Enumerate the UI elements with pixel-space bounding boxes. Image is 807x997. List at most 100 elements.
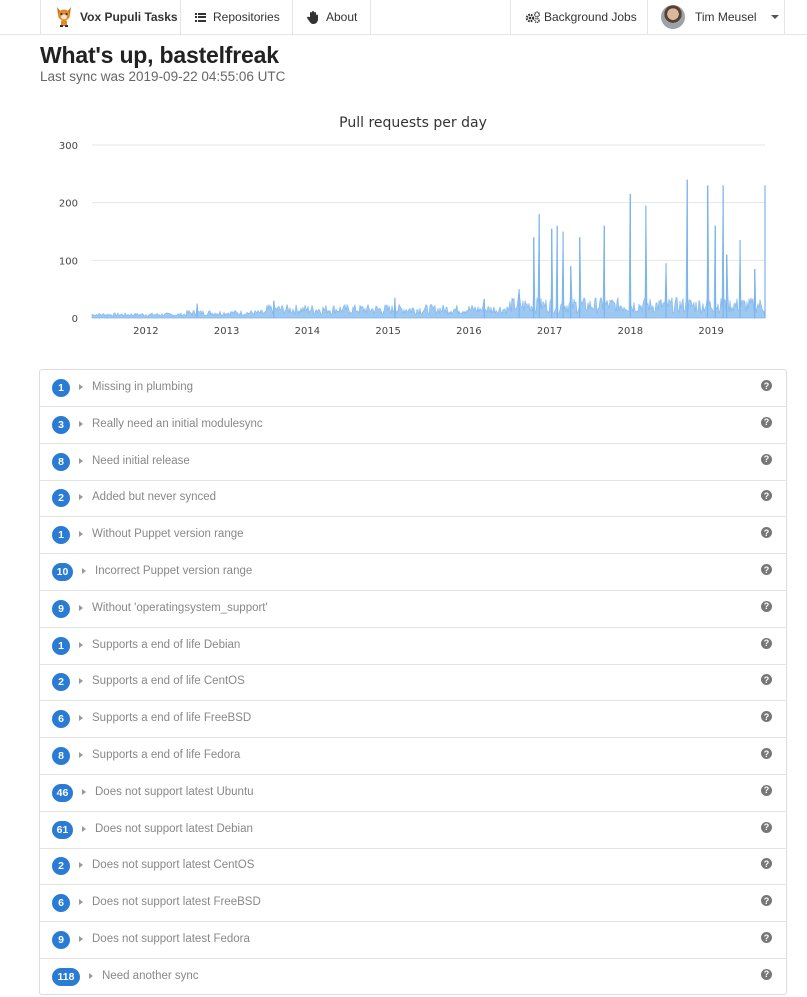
check-row[interactable]: 9 Without 'operatingsystem_support'?	[40, 591, 786, 628]
check-row[interactable]: 10 Incorrect Puppet version range?	[40, 554, 786, 591]
avatar	[661, 5, 685, 29]
x-tick-label: 2019	[698, 326, 723, 337]
area-series	[91, 179, 766, 319]
help-icon[interactable]: ?	[761, 527, 772, 539]
check-label: Missing in plumbing	[92, 381, 193, 393]
check-row[interactable]: 46 Does not support latest Ubuntu?	[40, 775, 786, 812]
check-row[interactable]: 1 Supports a end of life Debian?	[40, 628, 786, 665]
check-label: Need initial release	[92, 454, 190, 467]
count-badge: 8	[52, 452, 70, 471]
check-label: Does not support latest FreeBSD	[92, 896, 261, 909]
check-row[interactable]: 2 Does not support latest CentOS?	[40, 848, 786, 886]
count-badge: 10	[52, 563, 73, 581]
help-icon[interactable]: ?	[761, 968, 772, 980]
nav-background-jobs[interactable]: Background Jobs	[510, 0, 648, 34]
check-label: Supports a end of life FreeBSD	[92, 712, 252, 725]
check-row[interactable]: 3 Really need an initial modulesync?	[40, 407, 786, 444]
caret-right-icon	[79, 936, 83, 942]
fox-logo-icon	[57, 7, 71, 27]
y-tick-label: 100	[59, 256, 78, 267]
brand-link[interactable]: Vox Pupuli Tasks	[40, 0, 181, 34]
help-icon[interactable]: ?	[761, 490, 772, 502]
count-badge: 46	[52, 783, 73, 802]
help-icon[interactable]: ?	[761, 821, 772, 833]
count-badge: 8	[52, 747, 70, 765]
chevron-down-icon	[770, 15, 779, 19]
caret-right-icon	[79, 678, 83, 685]
caret-right-icon	[79, 457, 83, 464]
count-badge: 1	[52, 379, 70, 397]
y-tick-label: 0	[72, 314, 78, 325]
help-icon[interactable]: ?	[761, 564, 772, 575]
help-icon[interactable]: ?	[761, 711, 772, 723]
check-row[interactable]: 6 Supports a end of life FreeBSD?	[40, 701, 786, 739]
caret-right-icon	[79, 604, 83, 611]
help-icon[interactable]: ?	[761, 637, 772, 649]
last-sync-text: Last sync was 2019-09-22 04:55:06 UTC	[40, 69, 286, 84]
check-label: Added but never synced	[92, 491, 217, 504]
caret-right-icon	[79, 899, 83, 906]
count-badge: 6	[52, 710, 70, 729]
caret-right-icon	[82, 568, 86, 574]
check-row[interactable]: 8 Need initial release?	[40, 444, 786, 481]
x-tick-label: 2015	[375, 326, 400, 337]
check-row[interactable]: 1 Without Puppet version range?	[40, 517, 786, 555]
check-label: Without 'operatingsystem_support'	[92, 601, 268, 614]
caret-right-icon	[79, 494, 83, 501]
hand-icon	[307, 10, 318, 24]
count-badge: 118	[52, 967, 80, 986]
count-badge: 2	[52, 673, 70, 692]
help-icon[interactable]: ?	[761, 858, 772, 870]
count-badge: 3	[52, 415, 70, 434]
gears-icon	[525, 11, 541, 23]
check-row[interactable]: 2 Added but never synced?	[40, 480, 786, 518]
check-row[interactable]: 8 Supports a end of life Fedora?	[40, 738, 786, 775]
check-row[interactable]: 118 Need another sync?	[40, 959, 786, 996]
count-badge: 1	[52, 526, 70, 545]
help-icon[interactable]: ?	[761, 453, 772, 465]
check-label: Does not support latest Fedora	[92, 933, 250, 945]
help-icon[interactable]: ?	[761, 674, 772, 686]
nav-repositories[interactable]: Repositories	[181, 0, 293, 34]
caret-right-icon	[79, 862, 83, 869]
help-icon[interactable]: ?	[761, 748, 772, 759]
check-label: Does not support latest Ubuntu	[95, 785, 254, 798]
check-label: Supports a end of life CentOS	[92, 675, 245, 688]
help-icon[interactable]: ?	[761, 895, 772, 907]
navbar: Vox Pupuli Tasks Repositories About Back…	[0, 0, 807, 35]
help-icon[interactable]: ?	[761, 784, 772, 796]
x-tick-label: 2018	[618, 326, 643, 337]
caret-right-icon	[79, 715, 83, 722]
check-label: Does not support latest Debian	[95, 822, 253, 835]
y-tick-label: 300	[59, 141, 78, 152]
caret-right-icon	[79, 384, 83, 390]
check-row[interactable]: 1 Missing in plumbing?	[40, 370, 786, 407]
caret-right-icon	[82, 825, 86, 832]
page-title: What's up, bastelfreak	[40, 42, 279, 68]
help-icon[interactable]: ?	[761, 932, 772, 943]
check-row[interactable]: 9 Does not support latest Fedora?	[40, 922, 786, 959]
nav-about[interactable]: About	[293, 0, 371, 34]
count-badge: 1	[52, 636, 70, 655]
count-badge: 9	[52, 599, 70, 618]
x-tick-label: 2016	[456, 326, 481, 337]
check-row[interactable]: 6 Does not support latest FreeBSD?	[40, 885, 786, 923]
count-badge: 9	[52, 931, 70, 949]
help-icon[interactable]: ?	[761, 380, 772, 391]
count-badge: 2	[52, 857, 70, 876]
x-tick-label: 2017	[537, 326, 562, 337]
check-label: Really need an initial modulesync	[92, 417, 263, 430]
list-icon	[195, 12, 206, 22]
caret-right-icon	[79, 531, 83, 538]
help-icon[interactable]: ?	[761, 416, 772, 428]
user-menu[interactable]: Tim Meusel	[648, 0, 785, 34]
check-label: Incorrect Puppet version range	[95, 565, 253, 577]
chart-title: Pull requests per day	[339, 115, 487, 131]
check-row[interactable]: 61 Does not support latest Debian?	[40, 812, 786, 849]
help-icon[interactable]: ?	[761, 600, 772, 612]
checks-panel: 1 Missing in plumbing? 3 Really need an ini…	[39, 369, 787, 995]
x-tick-label: 2014	[295, 326, 320, 337]
check-row[interactable]: 2 Supports a end of life CentOS?	[40, 664, 786, 702]
count-badge: 2	[52, 489, 70, 508]
caret-right-icon	[79, 420, 83, 427]
